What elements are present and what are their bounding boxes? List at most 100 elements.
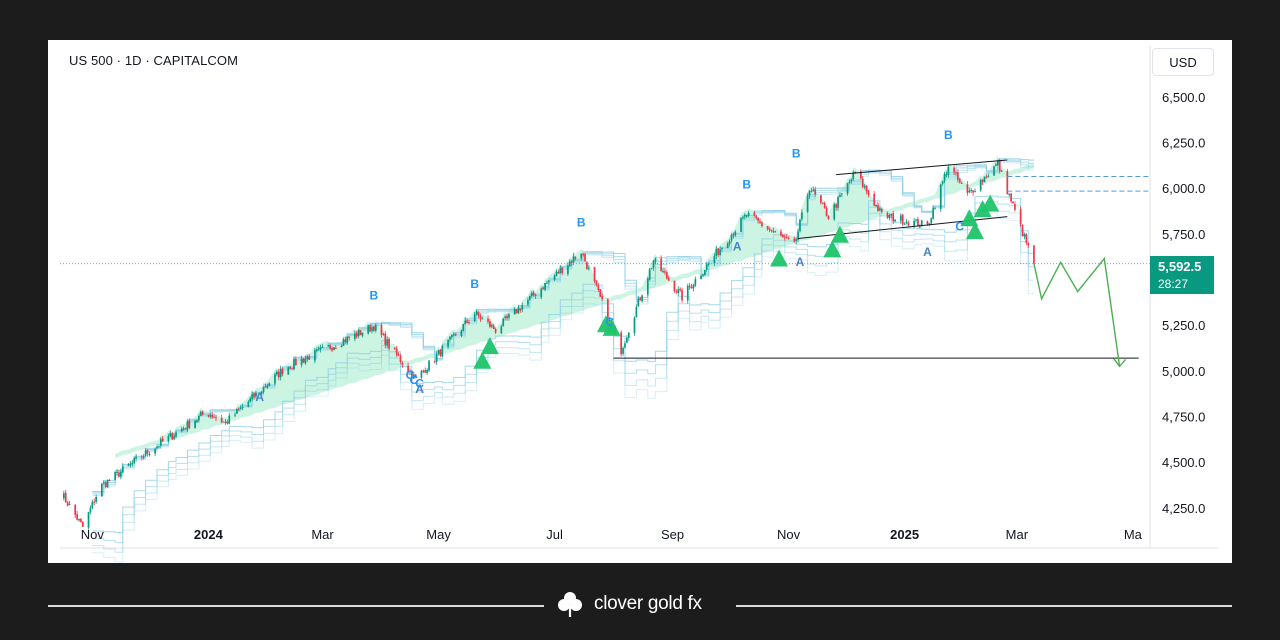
candle-body — [783, 236, 786, 238]
candle-body — [449, 336, 451, 340]
candle-body — [852, 172, 855, 180]
candle-body — [568, 261, 571, 266]
candle-body — [650, 268, 653, 270]
candle-body — [314, 350, 316, 361]
candle-body — [291, 368, 293, 370]
candle-body — [433, 361, 436, 363]
candle-body — [517, 307, 520, 314]
candle-body — [346, 336, 349, 343]
candle-body — [397, 354, 400, 356]
candle-body — [757, 217, 759, 221]
candle-body — [76, 514, 78, 520]
candle-body — [639, 298, 642, 301]
candle-body — [380, 325, 383, 335]
candle-body — [966, 184, 969, 193]
candle-body — [120, 471, 122, 477]
candle-body — [704, 270, 706, 275]
candle-body — [930, 218, 933, 224]
candle-body — [721, 247, 723, 249]
candle-body — [317, 348, 320, 350]
candle-body — [135, 456, 137, 459]
candle-body — [211, 414, 214, 418]
candle-body — [806, 196, 809, 213]
candle-body — [814, 189, 817, 195]
candle-body — [972, 190, 974, 193]
candle-body — [913, 220, 915, 227]
candle-body — [713, 256, 716, 264]
candle-body — [1019, 209, 1022, 225]
candle-body — [333, 347, 335, 351]
channel-band-lower — [92, 201, 1034, 543]
candle-body — [308, 356, 311, 360]
candle-body — [955, 172, 957, 174]
price-chart[interactable]: BBBBBBAAAAACCCCC4,250.04,500.04,750.05,0… — [48, 40, 1232, 563]
candle-body — [100, 483, 103, 497]
candle-body — [1012, 201, 1014, 204]
candle-body — [679, 288, 681, 291]
candle-body — [677, 289, 680, 294]
candle-body — [766, 226, 769, 230]
candle-body — [637, 298, 640, 307]
candle-body — [201, 411, 204, 415]
candle-body — [435, 354, 438, 362]
candle-body — [479, 315, 482, 320]
candle-body — [823, 203, 826, 209]
candle-body — [302, 358, 305, 363]
candle-body — [958, 178, 961, 183]
candle-body — [759, 221, 761, 223]
candle-body — [452, 334, 455, 336]
candle-body — [646, 278, 649, 295]
candle-body — [865, 185, 868, 192]
candle-body — [521, 305, 524, 310]
candle-body — [595, 280, 598, 286]
candle-body — [504, 316, 506, 318]
candle-body — [169, 433, 172, 436]
wave-label-c: C — [955, 219, 964, 233]
candle-body — [859, 171, 862, 179]
candle-body — [787, 237, 790, 239]
trend-cloud — [115, 156, 1034, 459]
bar-countdown: 28:27 — [1158, 277, 1189, 291]
candle-body — [508, 314, 510, 318]
wave-label-b: B — [577, 216, 586, 230]
candle-body — [279, 368, 282, 378]
candle-body — [894, 219, 896, 222]
candle-body — [81, 521, 84, 527]
candle-body — [1014, 203, 1016, 210]
candle-body — [730, 234, 733, 241]
candle-body — [281, 368, 284, 374]
candle-body — [833, 204, 836, 220]
candle-body — [249, 398, 252, 402]
candle-body — [587, 267, 590, 269]
candle-body — [939, 184, 942, 209]
candle-body — [734, 231, 737, 236]
candle-body — [428, 360, 430, 371]
candle-body — [353, 333, 356, 339]
candle-body — [78, 518, 80, 521]
currency-button[interactable]: USD — [1152, 48, 1214, 76]
candle-body — [199, 412, 202, 416]
forecast-path — [1033, 256, 1121, 367]
brand-name: clover gold fx — [594, 593, 702, 614]
footer: clover gold fx — [0, 586, 1280, 626]
candle-body — [454, 333, 457, 336]
candle-body — [848, 181, 851, 184]
candle-body — [601, 295, 604, 299]
candle-body — [239, 407, 242, 410]
candle-body — [340, 345, 343, 348]
candle-body — [422, 370, 425, 372]
candle-body — [901, 214, 904, 225]
candle-body — [892, 213, 895, 222]
candle-body — [287, 367, 290, 375]
candle-body — [719, 249, 721, 255]
candle-body — [1010, 193, 1012, 202]
candle-body — [492, 325, 495, 330]
candle-body — [1021, 224, 1024, 237]
wave-label-c: C — [415, 376, 424, 390]
candle-body — [633, 317, 636, 334]
candle-body — [665, 272, 668, 279]
candle-body — [289, 366, 292, 369]
candle-body — [198, 415, 200, 421]
candle-body — [224, 421, 227, 423]
candle-body — [867, 190, 870, 195]
